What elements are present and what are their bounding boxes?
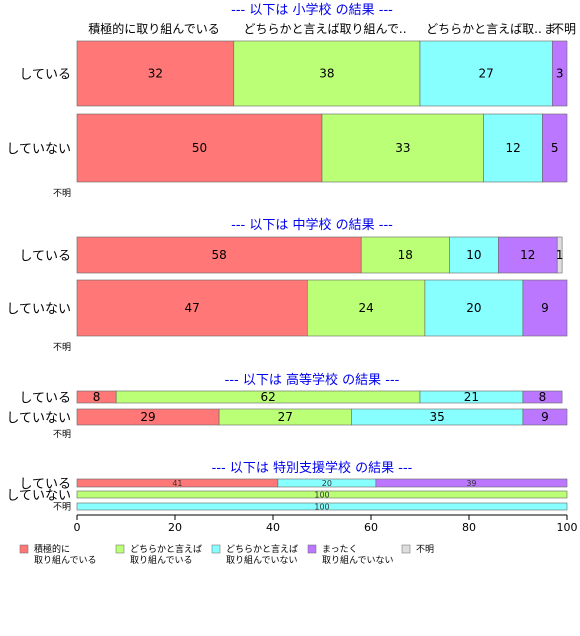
data-label: 100 [314,491,329,500]
series-header: どちらかと言えば取り組んで.. [243,22,406,36]
data-label: 32 [148,67,163,81]
legend-label: 不明 [416,544,434,555]
bar-segment [522,408,568,426]
x-tick-label: 20 [168,521,182,534]
row-label: している [19,249,71,264]
legend-label: 取り組んでいない [226,554,298,566]
legend-label: どちらかと言えば [130,543,202,555]
row-label: していない [6,411,71,426]
data-label: 39 [466,479,476,488]
bar-segment [556,236,563,274]
row-label-unknown: 不明 [53,342,71,353]
legend-swatch [307,544,317,554]
row-label: している [19,477,71,492]
data-label: 50 [192,141,207,155]
data-label: 24 [358,301,373,315]
data-label: 41 [172,479,182,488]
bar-segment [424,279,524,337]
bar-segment [449,236,499,274]
data-label: 35 [430,410,445,424]
data-label: 20 [466,301,481,315]
series-header: 積極的に取り組んでいる [88,21,219,36]
legend-swatch [211,544,221,554]
data-label: 27 [479,67,494,81]
bar-segment [306,279,426,337]
legend-label: まったく [322,544,358,555]
x-tick-label: 100 [557,521,578,534]
legend-label: どちらかと言えば [226,543,298,555]
bar-segment [375,478,568,488]
data-label: 9 [541,301,549,315]
bar-segment [76,502,568,511]
data-label: 3 [556,67,564,81]
x-tick-label: 0 [74,521,81,534]
legend-swatch [401,544,411,554]
data-label: 10 [466,248,481,262]
row-label: 不明 [53,502,71,513]
x-tick-label: 60 [364,521,378,534]
panel-title: --- 以下は 特別支援学校 の結果 --- [212,460,413,476]
row-label: していない [6,489,71,504]
legend-swatch [115,544,125,554]
legend-label: 取り組んでいる [130,554,193,566]
x-tick-label: 40 [266,521,280,534]
data-label: 21 [464,390,479,404]
data-label: 27 [278,410,293,424]
bar-segment [76,113,323,183]
data-label: 8 [539,390,547,404]
data-label: 12 [505,141,520,155]
row-label: していない [6,142,71,157]
data-label: 20 [322,479,332,488]
x-tick-label: 80 [462,521,476,534]
data-label: 29 [140,410,155,424]
legend-label: 取り組んでいる [34,554,97,566]
data-label: 18 [398,248,413,262]
data-label: 62 [260,390,275,404]
legend-swatch [19,544,29,554]
row-label: していない [6,302,71,317]
series-header: 不明 [552,22,576,36]
data-label: 100 [314,503,329,512]
bar-segment [76,490,568,499]
bar-segment [360,236,450,274]
data-label: 47 [185,301,200,315]
bar-segment [522,390,563,404]
data-label: 9 [541,410,549,424]
data-label: 58 [211,248,226,262]
data-label: 1 [556,248,564,262]
row-label-unknown: 不明 [53,429,71,440]
bar-segment [542,113,568,183]
data-label: 8 [93,390,101,404]
bar-segment [483,113,543,183]
series-header: どちらかと言えば取.. [426,22,542,36]
data-label: 33 [395,141,410,155]
bar-segment [321,113,484,183]
legend-label: 積極的に [34,543,70,555]
data-label: 12 [520,248,535,262]
panel-title: --- 以下は 高等学校 の結果 --- [225,372,400,388]
bar-segment [76,279,308,337]
bar-segment [498,236,558,274]
row-label-unknown: 不明 [53,188,71,199]
series-header: ま [544,22,556,36]
data-label: 5 [551,141,559,155]
bar-segment [233,40,421,107]
bar-segment [522,279,568,337]
legend-label: 取り組んでいない [322,554,394,566]
row-label: している [19,391,71,406]
panel-title: --- 以下は 中学校 の結果 --- [231,217,393,233]
panel-title: --- 以下は 小学校 の結果 --- [231,2,393,18]
data-label: 38 [319,67,334,81]
bar-segment [551,40,568,107]
bar-segment [76,236,362,274]
row-label: している [19,68,71,83]
